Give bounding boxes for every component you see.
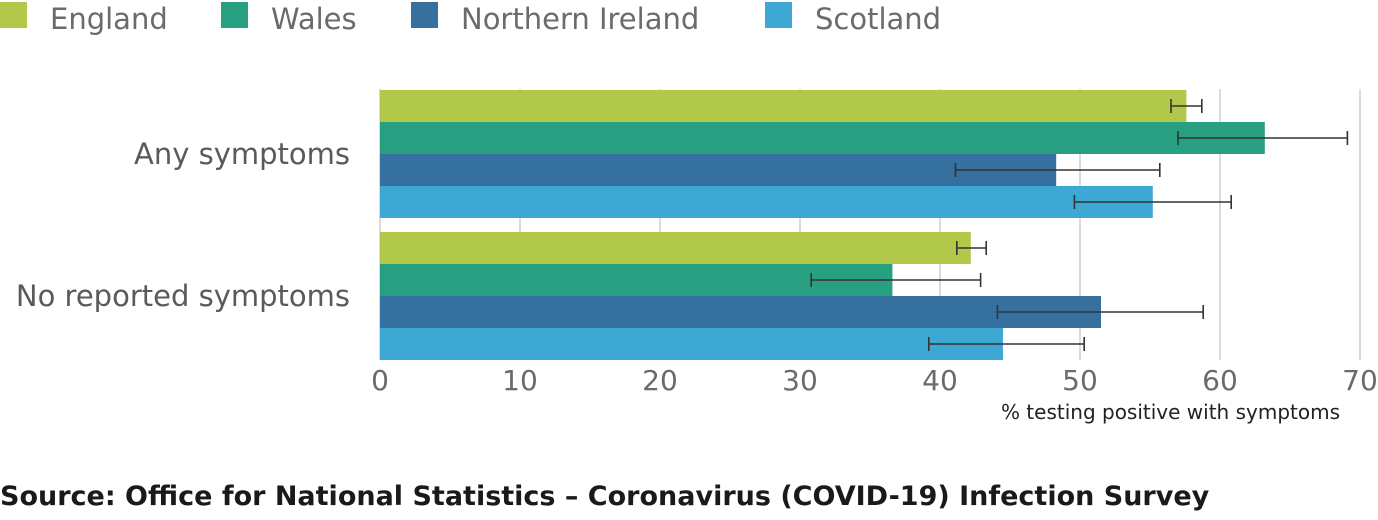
x-tick-label: 10 [502, 364, 538, 397]
legend-item: Scotland [765, 2, 941, 36]
legend-label: Wales [271, 2, 357, 36]
category-label: Any symptoms [134, 137, 350, 171]
category-labels: Any symptoms No reported symptoms [16, 137, 350, 313]
legend-label: Northern Ireland [461, 2, 699, 36]
x-tick-label: 30 [782, 364, 818, 397]
bar-scotland [380, 186, 1153, 218]
error-bar [955, 241, 988, 255]
error-bars [810, 99, 1349, 351]
bar-chart: England Wales Northern Ireland Scotland Any… [0, 2, 1378, 424]
bars [380, 90, 1265, 360]
bar-wales [380, 122, 1265, 154]
bar-england [380, 232, 971, 264]
legend-swatch [411, 2, 438, 28]
x-tick-label: 60 [1202, 364, 1238, 397]
legend-swatch [0, 2, 27, 28]
bar-england [380, 90, 1187, 122]
error-bar [996, 305, 1204, 319]
error-bar [1177, 131, 1349, 145]
error-bar [1170, 99, 1203, 113]
legend-item: Wales [221, 2, 357, 36]
bar-wales [380, 264, 893, 296]
error-bar [927, 337, 1085, 351]
error-bar [954, 163, 1161, 177]
legend-swatch [765, 2, 792, 28]
error-bar [810, 273, 982, 287]
x-tick-label: 40 [922, 364, 958, 397]
legend-item: England [0, 2, 168, 36]
bar-northern-ireland [380, 296, 1101, 328]
legend-swatch [221, 2, 248, 28]
legend: England Wales Northern Ireland Scotland [0, 2, 941, 36]
error-bar [1073, 195, 1232, 209]
legend-item: Northern Ireland [411, 2, 699, 36]
x-axis-ticks: 0 10 20 30 40 50 60 70 [371, 364, 1378, 397]
legend-label: England [50, 2, 168, 36]
source-note: Source: Office for National Statistics –… [0, 481, 1210, 512]
x-tick-label: 0 [371, 364, 389, 397]
x-tick-label: 70 [1342, 364, 1378, 397]
category-label: No reported symptoms [16, 279, 350, 313]
bar-scotland [380, 328, 1003, 360]
x-axis-label: % testing positive with symptoms [1001, 400, 1340, 424]
bar-northern-ireland [380, 154, 1057, 186]
x-tick-label: 20 [642, 364, 678, 397]
legend-label: Scotland [815, 2, 941, 36]
x-tick-label: 50 [1062, 364, 1098, 397]
